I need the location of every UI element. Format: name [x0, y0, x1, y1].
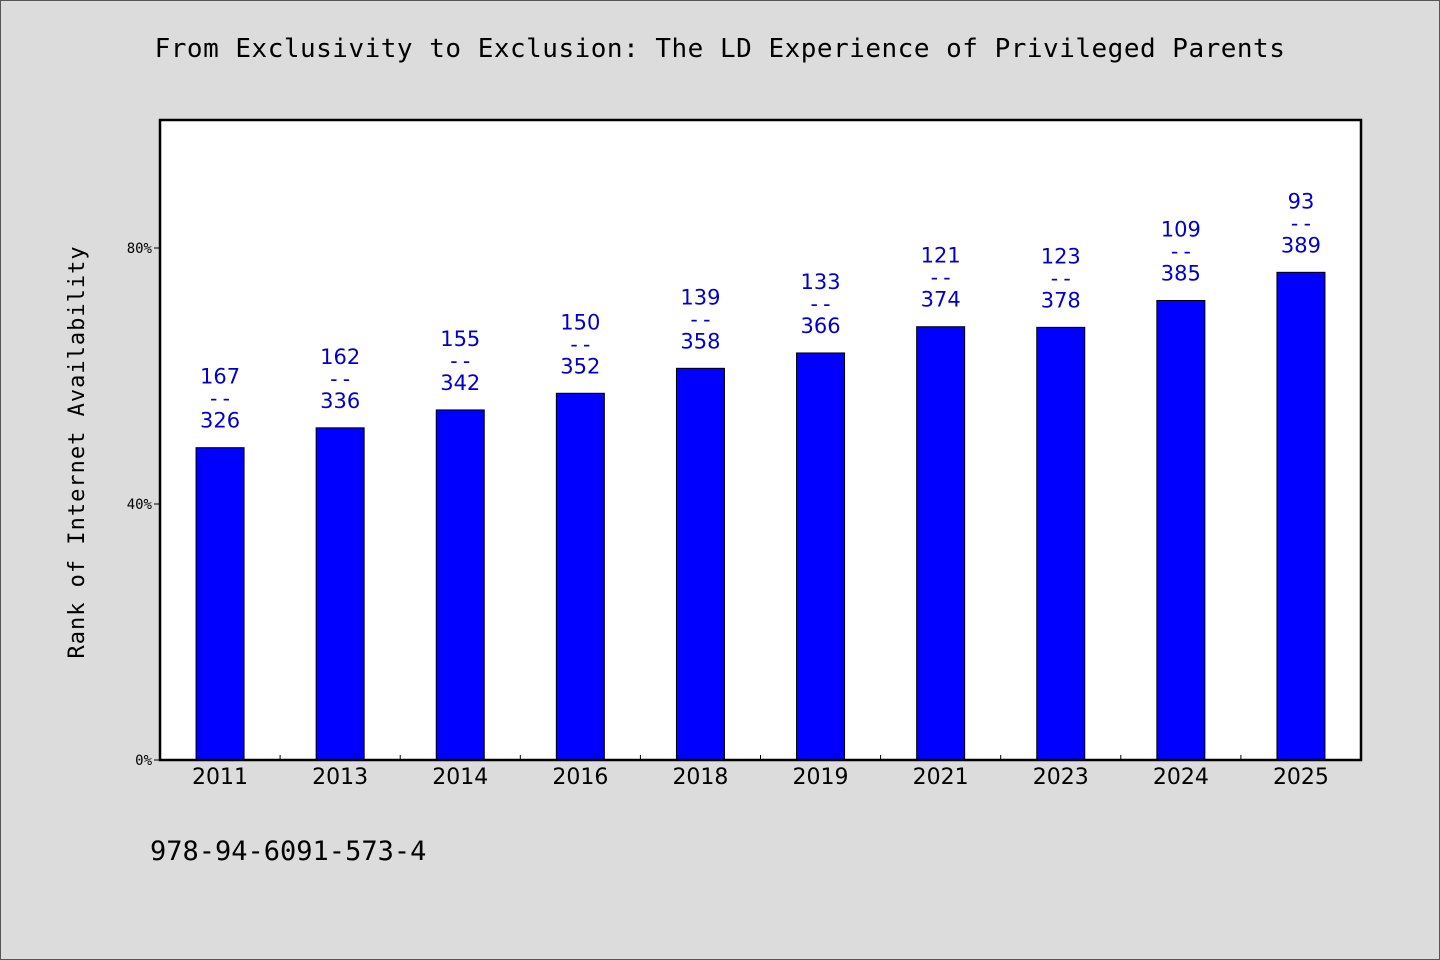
data-label-top: 155: [440, 327, 480, 351]
data-label-separator: --: [207, 387, 232, 411]
bar: [555, 392, 605, 761]
data-label-separator: --: [928, 266, 953, 290]
x-tick-label: 2014: [432, 765, 488, 790]
data-label-bottom: 389: [1281, 233, 1321, 257]
data-label-top: 133: [801, 270, 841, 294]
data-label-top: 139: [680, 285, 720, 309]
data-label-separator: --: [808, 292, 833, 316]
data-label-top: 93: [1288, 189, 1315, 213]
data-label-top: 121: [921, 244, 961, 268]
x-tick-label: 2016: [552, 765, 608, 790]
data-label-bottom: 336: [320, 389, 360, 413]
x-tick-label: 2023: [1033, 765, 1089, 790]
bar: [1156, 299, 1206, 761]
data-label-bottom: 326: [200, 409, 240, 433]
data-label-top: 162: [320, 345, 360, 369]
y-tick-label: 0%: [135, 753, 152, 769]
data-label-separator: --: [568, 332, 593, 356]
data-label-bottom: 378: [1041, 288, 1081, 312]
data-label-top: 109: [1161, 217, 1201, 241]
bar: [675, 367, 725, 761]
data-label-bottom: 385: [1161, 261, 1201, 285]
isbn-text: 978-94-6091-573-4: [150, 836, 427, 867]
data-label-bottom: 342: [440, 371, 480, 395]
data-label-separator: --: [1048, 266, 1073, 290]
data-label-separator: --: [1288, 211, 1313, 235]
data-label-top: 123: [1041, 244, 1081, 268]
bar: [195, 447, 245, 761]
x-tick-label: 2018: [672, 765, 728, 790]
data-label-top: 167: [200, 365, 240, 389]
bar: [435, 409, 485, 761]
data-label-bottom: 352: [560, 354, 600, 378]
bar: [916, 326, 966, 761]
data-label-separator: --: [688, 307, 713, 331]
y-tick-label: 80%: [127, 241, 153, 257]
data-label-separator: --: [448, 349, 473, 373]
x-tick-label: 2021: [913, 765, 969, 790]
data-label-bottom: 366: [801, 314, 841, 338]
y-tick-label: 40%: [127, 497, 153, 513]
x-tick-label: 2013: [312, 765, 368, 790]
bar: [796, 352, 846, 761]
chart-title: From Exclusivity to Exclusion: The LD Ex…: [154, 34, 1286, 64]
data-label-separator: --: [328, 367, 353, 391]
plot-border: [158, 118, 1363, 762]
bar: [1036, 326, 1086, 761]
x-tick-label: 2019: [793, 765, 849, 790]
x-tick-label: 2011: [192, 765, 248, 790]
y-axis-label: Rank of Internet Availability: [65, 245, 90, 658]
data-label-separator: --: [1168, 239, 1193, 263]
x-tick-label: 2025: [1273, 765, 1329, 790]
data-label-bottom: 358: [680, 329, 720, 353]
data-label-top: 150: [560, 310, 600, 334]
bar: [315, 427, 365, 761]
x-tick-label: 2024: [1153, 765, 1209, 790]
bar: [1276, 271, 1326, 761]
data-label-bottom: 374: [921, 288, 961, 312]
